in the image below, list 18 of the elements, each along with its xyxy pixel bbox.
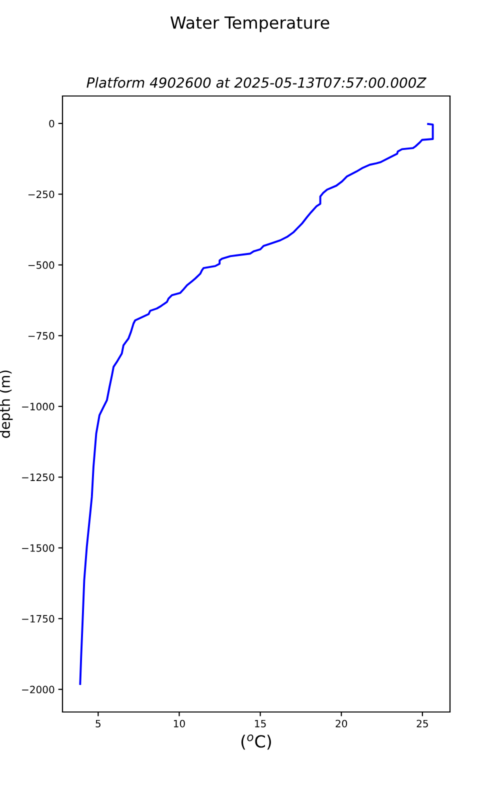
- chart-subtitle: Platform 4902600 at 2025-05-13T07:57:00.000Z: [86, 77, 426, 88]
- y-tick-label: −2000: [22, 686, 54, 694]
- y-tick-label: −1750: [22, 615, 54, 623]
- x-tick-label: 5: [96, 720, 100, 728]
- y-tick-label: −250: [28, 190, 54, 198]
- x-tick-label: 20: [336, 720, 348, 728]
- y-tick-label: −750: [28, 332, 54, 340]
- line-series: [79, 123, 434, 685]
- x-tick-label: 10: [174, 720, 185, 728]
- y-tick-label: −1500: [22, 544, 54, 552]
- y-tick-label: 0: [49, 120, 54, 128]
- chart-title: Water Temperature: [170, 16, 330, 32]
- x-axis-title: ($^{o}$C): [241, 734, 271, 750]
- y-tick-label: −500: [28, 261, 54, 269]
- y-tick-label: −1000: [22, 402, 54, 410]
- x-tick-label: 25: [416, 720, 428, 728]
- x-tick-label: 15: [255, 720, 266, 728]
- y-tick-label: −1250: [22, 474, 54, 482]
